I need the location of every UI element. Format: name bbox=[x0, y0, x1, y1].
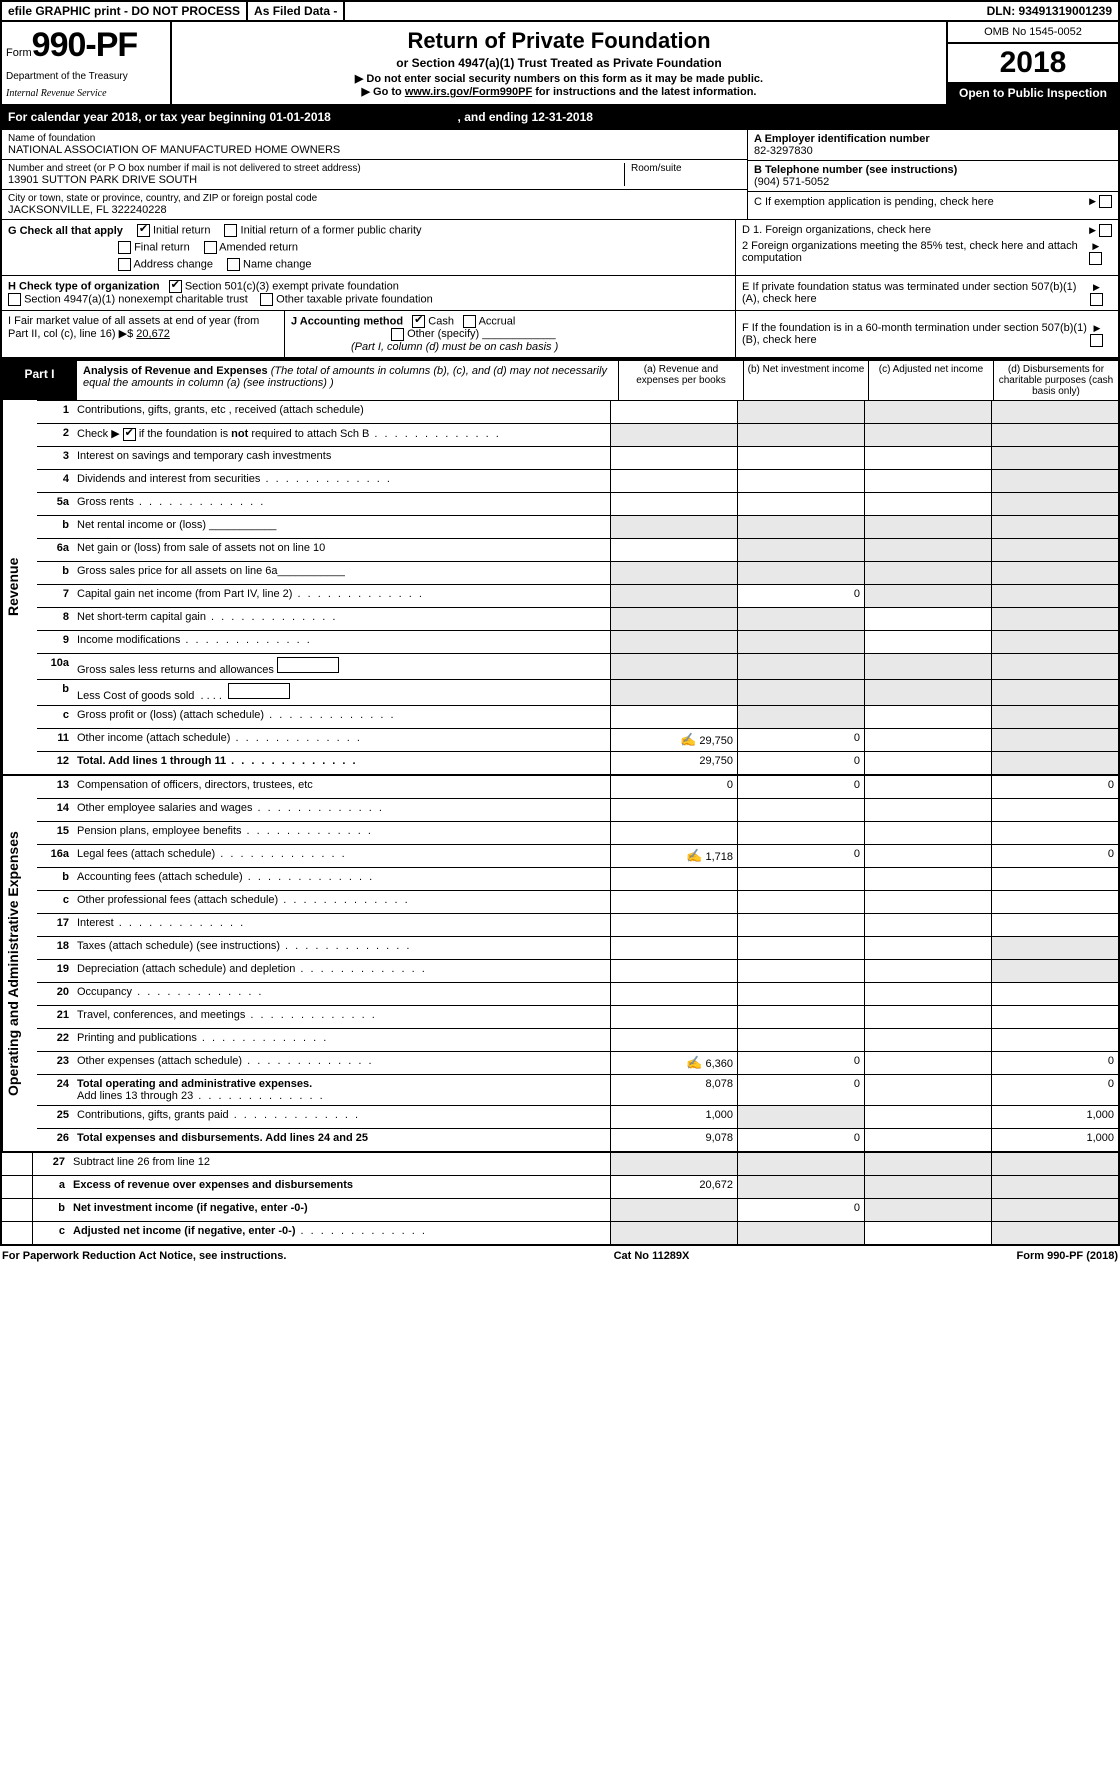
col-b-header: (b) Net investment income bbox=[743, 361, 868, 400]
fmv-value: 20,672 bbox=[136, 328, 170, 340]
form-note2: ▶ Go to www.irs.gov/Form990PF for instru… bbox=[178, 85, 940, 98]
accrual-checkbox[interactable] bbox=[463, 315, 476, 328]
footer-left: For Paperwork Reduction Act Notice, see … bbox=[2, 1250, 286, 1262]
4947a1-checkbox[interactable] bbox=[8, 293, 21, 306]
501c3-checkbox[interactable]: ✔ bbox=[169, 280, 182, 293]
amended-return-checkbox[interactable] bbox=[204, 241, 217, 254]
attach-icon[interactable]: ✍ bbox=[686, 1055, 702, 1071]
initial-return-checkbox[interactable]: ✔ bbox=[137, 224, 150, 237]
identification-section: Name of foundation NATIONAL ASSOCIATION … bbox=[0, 130, 1120, 220]
col-d-header: (d) Disbursements for charitable purpose… bbox=[993, 361, 1118, 400]
final-return-checkbox[interactable] bbox=[118, 241, 131, 254]
street-address: 13901 SUTTON PARK DRIVE SOUTH bbox=[8, 174, 624, 186]
form-note1: ▶ Do not enter social security numbers o… bbox=[178, 72, 940, 85]
dln-label: DLN: 93491319001239 bbox=[981, 2, 1118, 20]
form-title: Return of Private Foundation bbox=[178, 28, 940, 54]
revenue-section-label: Revenue bbox=[2, 400, 37, 774]
f-checkbox[interactable] bbox=[1090, 334, 1103, 347]
foundation-name: NATIONAL ASSOCIATION OF MANUFACTURED HOM… bbox=[8, 144, 741, 156]
schb-checkbox[interactable]: ✔ bbox=[123, 428, 136, 441]
irs-link[interactable]: www.irs.gov/Form990PF bbox=[405, 86, 532, 98]
attach-icon[interactable]: ✍ bbox=[686, 848, 702, 864]
tax-year: 2018 bbox=[948, 44, 1118, 82]
page-footer: For Paperwork Reduction Act Notice, see … bbox=[0, 1246, 1120, 1266]
c-checkbox[interactable] bbox=[1099, 195, 1112, 208]
part1-tag: Part I bbox=[2, 361, 77, 400]
omb-label: OMB No 1545-0052 bbox=[948, 22, 1118, 44]
other-taxable-checkbox[interactable] bbox=[260, 293, 273, 306]
attach-icon[interactable]: ✍ bbox=[680, 732, 696, 748]
open-inspection: Open to Public Inspection bbox=[948, 82, 1118, 104]
dept-label: Department of the Treasury bbox=[6, 71, 166, 82]
city-state-zip: JACKSONVILLE, FL 322240228 bbox=[8, 204, 741, 216]
footer-right: Form 990-PF (2018) bbox=[1017, 1250, 1118, 1262]
top-bar: efile GRAPHIC print - DO NOT PROCESS As … bbox=[0, 0, 1120, 22]
other-method-checkbox[interactable] bbox=[391, 328, 404, 341]
form-header: Form990-PF Department of the Treasury In… bbox=[0, 22, 1120, 106]
phone-value: (904) 571-5052 bbox=[754, 176, 1112, 188]
form-prefix: Form bbox=[6, 47, 32, 59]
col-c-header: (c) Adjusted net income bbox=[868, 361, 993, 400]
e-checkbox[interactable] bbox=[1090, 293, 1103, 306]
footer-mid: Cat No 11289X bbox=[614, 1250, 690, 1262]
former-charity-checkbox[interactable] bbox=[224, 224, 237, 237]
address-change-checkbox[interactable] bbox=[118, 258, 131, 271]
name-change-checkbox[interactable] bbox=[227, 258, 240, 271]
form-number: 990-PF bbox=[32, 26, 138, 64]
d2-checkbox[interactable] bbox=[1089, 252, 1102, 265]
d1-checkbox[interactable] bbox=[1099, 224, 1112, 237]
efile-label: efile GRAPHIC print - DO NOT PROCESS bbox=[2, 2, 248, 20]
expenses-section-label: Operating and Administrative Expenses bbox=[2, 776, 37, 1151]
form-subtitle: or Section 4947(a)(1) Trust Treated as P… bbox=[178, 56, 940, 70]
part1-table: Part I Analysis of Revenue and Expenses … bbox=[0, 359, 1120, 1246]
asfiled-label: As Filed Data - bbox=[248, 2, 345, 20]
cash-checkbox[interactable]: ✔ bbox=[412, 315, 425, 328]
irs-label: Internal Revenue Service bbox=[6, 88, 166, 99]
col-a-header: (a) Revenue and expenses per books bbox=[618, 361, 743, 400]
calendar-year-row: For calendar year 2018, or tax year begi… bbox=[0, 106, 1120, 130]
ein-value: 82-3297830 bbox=[754, 145, 1112, 157]
